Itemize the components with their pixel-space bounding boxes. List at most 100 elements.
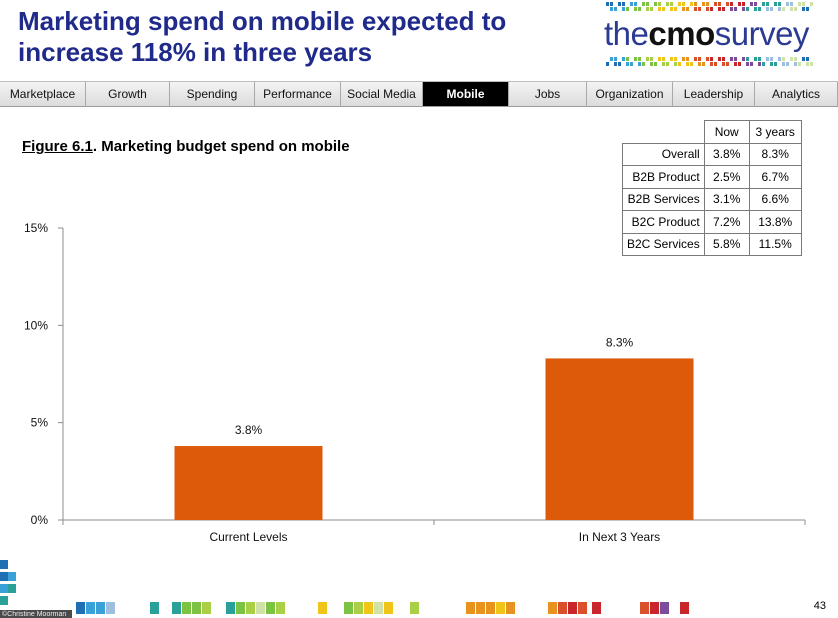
footer-tile (0, 596, 8, 605)
logo-tile (698, 62, 701, 66)
logo-tile (658, 57, 661, 61)
logo-tile (670, 57, 673, 61)
logo-tile (686, 7, 689, 11)
logo-tile (634, 57, 637, 61)
footer-tile (506, 602, 515, 614)
nav-tab-mobile[interactable]: Mobile (423, 82, 509, 106)
logo-tile (670, 2, 673, 6)
logo-tile (622, 57, 625, 61)
table-cell: 11.5% (748, 232, 802, 256)
logo-tile (722, 7, 725, 11)
footer-tile (548, 602, 557, 614)
logo-tile (646, 57, 649, 61)
table-cell: 7.2% (703, 210, 750, 234)
logo-tile (714, 62, 717, 66)
logo-tile (622, 7, 625, 11)
footer-tile (592, 602, 601, 614)
bar-value-label: 8.3% (606, 335, 634, 349)
logo-tile (682, 2, 685, 6)
logo-tile (782, 7, 785, 11)
logo-tile (634, 2, 637, 6)
footer-tile (466, 602, 475, 614)
footer-tile (202, 602, 211, 614)
page-title: Marketing spend on mobile expected to in… (18, 6, 588, 68)
nav-tab-growth[interactable]: Growth (86, 82, 170, 106)
nav-tab-spending[interactable]: Spending (170, 82, 255, 106)
bar-value-label: 3.8% (235, 423, 263, 437)
footer-tile (660, 602, 669, 614)
logo-tile (614, 57, 617, 61)
table-cell: 3.8% (703, 142, 750, 166)
logo-tile (634, 7, 637, 11)
figure-caption: Figure 6.1. Marketing budget spend on mo… (22, 138, 350, 155)
footer-tile (476, 602, 485, 614)
nav-tab-leadership[interactable]: Leadership (673, 82, 755, 106)
logo-tile (754, 2, 757, 6)
y-tick-label: 10% (24, 318, 48, 332)
footer-tile (354, 602, 363, 614)
logo-tile (698, 7, 701, 11)
footer-tile (0, 584, 8, 593)
logo-word-cmo: cmo (648, 15, 715, 52)
nav-tab-organization[interactable]: Organization (587, 82, 673, 106)
category-label: In Next 3 Years (579, 530, 660, 544)
logo-tile (770, 57, 773, 61)
nav-tab-social-media[interactable]: Social Media (341, 82, 423, 106)
logo-tile (666, 62, 669, 66)
table-row: B2B Product 2.5% 6.7% (622, 165, 802, 189)
table-row: Overall 3.8% 8.3% (622, 142, 802, 166)
logo-tile (610, 7, 613, 11)
footer-tile (182, 602, 191, 614)
logo-tile (626, 62, 629, 66)
footer-tile (650, 602, 659, 614)
logo-tile (658, 7, 661, 11)
table-row: B2C Services 5.8% 11.5% (622, 232, 802, 256)
table-header-row: Now 3 years (623, 120, 802, 144)
table-row-label: Overall (622, 142, 705, 166)
logo-tile (802, 2, 805, 6)
logo-tile (774, 2, 777, 6)
nav-tab-marketplace[interactable]: Marketplace (0, 82, 86, 106)
logo-tile (706, 7, 709, 11)
footer-tile (568, 602, 577, 614)
logo-tile (742, 57, 745, 61)
logo-tile (762, 2, 765, 6)
nav-tab-performance[interactable]: Performance (255, 82, 341, 106)
logo-tile (746, 62, 749, 66)
logo-tile (718, 7, 721, 11)
logo-tile (650, 7, 653, 11)
logo-tile (666, 2, 669, 6)
logo-tile (794, 57, 797, 61)
logo-tile (670, 7, 673, 11)
footer-tile (640, 602, 649, 614)
footer-tile (172, 602, 181, 614)
logo-tile (758, 7, 761, 11)
logo-tile (802, 57, 805, 61)
footer-tile (8, 584, 16, 593)
logo-tile (646, 2, 649, 6)
logo-tile (810, 2, 813, 6)
table-header-cell: Now (703, 120, 750, 144)
logo-wordmark: thecmosurvey (604, 14, 809, 54)
table-cell: 3.1% (703, 187, 750, 211)
table-cell: 8.3% (748, 142, 802, 166)
footer-tile (364, 602, 373, 614)
logo-tile (798, 2, 801, 6)
logo-tile (694, 2, 697, 6)
table-cell: 13.8% (748, 210, 802, 234)
logo-tile (706, 57, 709, 61)
footer-tile (496, 602, 505, 614)
logo-tile (674, 7, 677, 11)
logo-tile (798, 62, 801, 66)
footer-tile (236, 602, 245, 614)
footer-tile (578, 602, 587, 614)
category-label: Current Levels (209, 530, 287, 544)
logo-tile (786, 2, 789, 6)
logo-tile (642, 2, 645, 6)
logo-tile (682, 7, 685, 11)
table-row-label: B2B Services (622, 187, 705, 211)
logo-tile (778, 7, 781, 11)
logo-tile (730, 57, 733, 61)
logo-tile (650, 62, 653, 66)
nav-tab-jobs[interactable]: Jobs (509, 82, 587, 106)
